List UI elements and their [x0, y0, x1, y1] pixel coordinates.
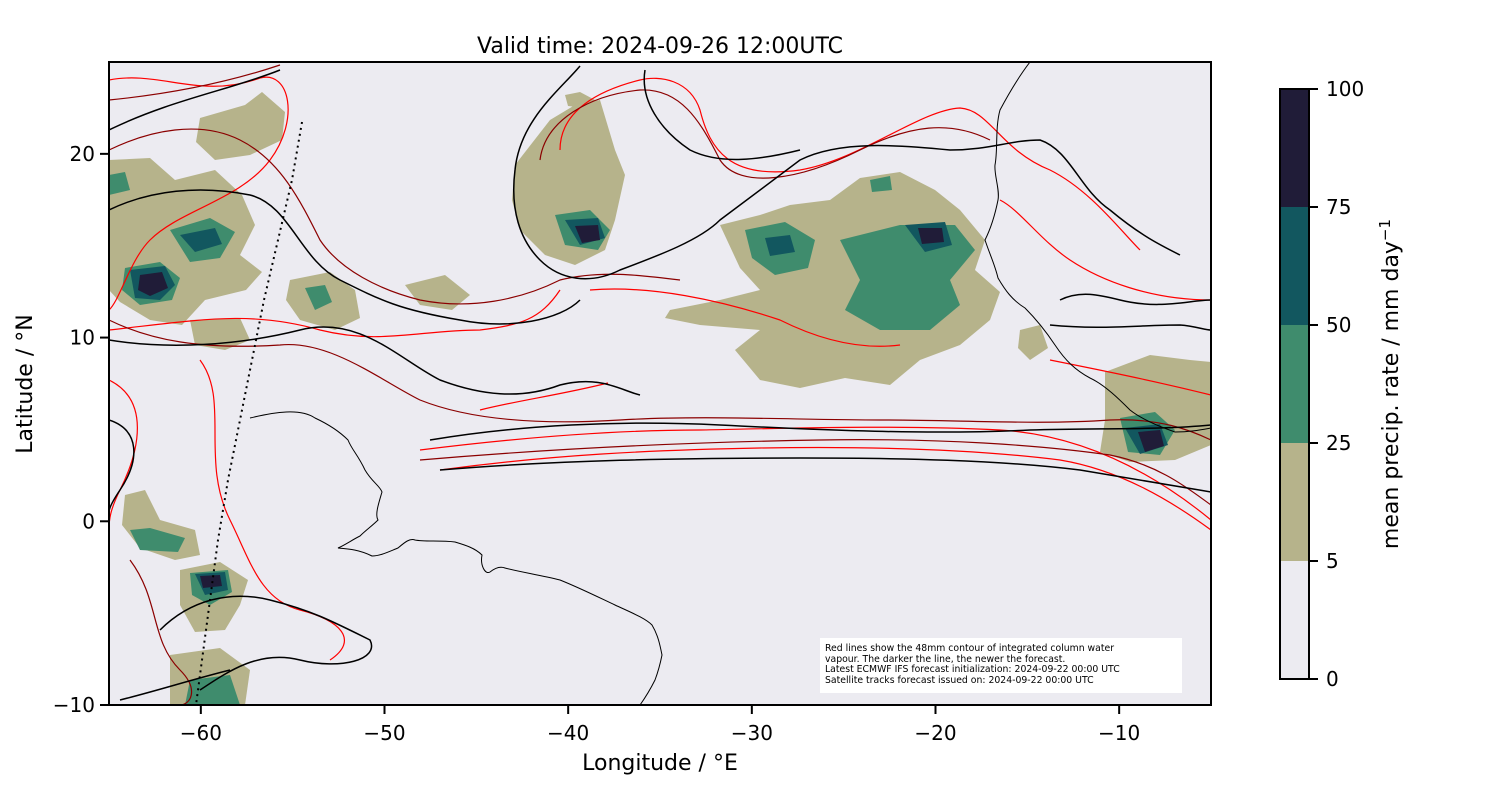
x-tick-label: −10 — [1098, 721, 1140, 745]
iwv-contour — [512, 65, 1181, 280]
iwv-contour — [109, 189, 581, 325]
coastline — [249, 62, 1211, 705]
y-tick-label: 20 — [70, 142, 95, 166]
iwv-contour — [589, 288, 901, 347]
annotation-box: Red lines show the 48mm contour of integ… — [820, 638, 1182, 693]
iwv-contour — [643, 69, 801, 161]
precip-blob — [180, 228, 222, 252]
iwv-contour — [439, 457, 1211, 493]
colorbar-tick-label: 25 — [1326, 431, 1351, 455]
precip-blob — [305, 285, 332, 310]
colorbar-tick-label: 75 — [1326, 195, 1351, 219]
x-axis-ticks: −60 −50 −40 −30 −20 −10 — [180, 705, 1140, 745]
precip-blob — [918, 228, 944, 244]
map-background — [109, 62, 1211, 705]
iwv-contour — [109, 326, 641, 396]
iwv-contour — [999, 199, 1211, 301]
annotation-line: Satellite tracks forecast issued on: 202… — [825, 674, 1094, 686]
iwv-contour — [159, 595, 373, 691]
colorbar-segment — [1280, 561, 1309, 679]
colorbar-tick-label: 100 — [1326, 77, 1364, 101]
annotation-line: vapour. The darker the line, the newer t… — [825, 653, 1066, 665]
south-america-coast — [249, 411, 663, 705]
colorbar-segment — [1280, 325, 1309, 443]
iwv-contours-new — [109, 65, 1211, 701]
colorbar-label-superscript: −1 — [1376, 219, 1394, 241]
precip-blob — [196, 92, 285, 160]
iwv-contour — [539, 89, 991, 179]
iwv-contour — [419, 426, 1211, 521]
precip-blob — [840, 225, 975, 330]
precip-blob — [870, 176, 892, 192]
map-frame — [108, 61, 1212, 706]
x-tick-label: −30 — [731, 721, 773, 745]
precip-blob — [109, 172, 130, 195]
x-tick-label: −60 — [180, 721, 222, 745]
precip-blob — [1138, 430, 1164, 452]
y-tick-label: 0 — [82, 509, 95, 533]
precip-blob — [1018, 325, 1048, 360]
precip-blob — [405, 275, 470, 310]
y-tick-label: 10 — [70, 326, 95, 350]
iwv-contour — [1049, 324, 1211, 331]
map-area — [109, 62, 1211, 705]
precip-blob — [130, 528, 185, 552]
iwv-contour — [109, 319, 1211, 441]
annotation-line: Red lines show the 48mm contour of integ… — [825, 643, 1115, 654]
iwv-contour — [129, 559, 193, 705]
precip-blob — [200, 575, 222, 588]
iwv-contour — [479, 382, 609, 411]
colorbar-tick-label: 0 — [1326, 667, 1339, 691]
iwv-contour — [119, 669, 231, 701]
iwv-contour — [559, 77, 1141, 251]
iwv-contour — [429, 422, 1211, 441]
africa-coast — [984, 62, 1211, 433]
colorbar-label-text: mean precip. rate / mm day — [1379, 241, 1404, 549]
iwv-contour — [199, 359, 345, 661]
precip-blob — [138, 272, 168, 296]
colorbar-segment — [1280, 207, 1309, 325]
iwv-contour — [1049, 359, 1211, 396]
y-tick-label: −10 — [53, 693, 95, 717]
precip-blob — [575, 225, 600, 243]
figure-title: Valid time: 2024-09-26 12:00UTC — [477, 34, 843, 59]
iwv-contour — [109, 64, 281, 101]
iwv-contour — [109, 69, 281, 131]
colorbar: 0 5 25 50 75 100 — [1279, 77, 1364, 691]
x-tick-label: −50 — [363, 721, 405, 745]
colorbar-frame — [1279, 88, 1310, 680]
colorbar-label: mean precip. rate / mm day−1 — [1376, 219, 1404, 549]
colorbar-tick-label: 5 — [1326, 549, 1339, 573]
y-axis-ticks: 20 10 0 −10 — [53, 142, 109, 717]
x-tick-label: −40 — [547, 721, 589, 745]
iwv-contour — [439, 446, 1211, 531]
colorbar-segment — [1280, 443, 1309, 561]
precip-layer-75-100 — [138, 225, 1164, 588]
x-axis-label: Longitude / °E — [582, 751, 738, 776]
colorbar-segment — [1280, 89, 1309, 207]
iwv-contour — [1059, 293, 1211, 306]
annotation-line: Latest ECMWF IFS forecast initialization… — [825, 664, 1120, 676]
colorbar-tick-label: 50 — [1326, 313, 1351, 337]
precip-blob — [765, 235, 795, 256]
x-tick-label: −20 — [914, 721, 956, 745]
y-axis-label: Latitude / °N — [13, 314, 38, 453]
iwv-contour — [419, 439, 1211, 506]
